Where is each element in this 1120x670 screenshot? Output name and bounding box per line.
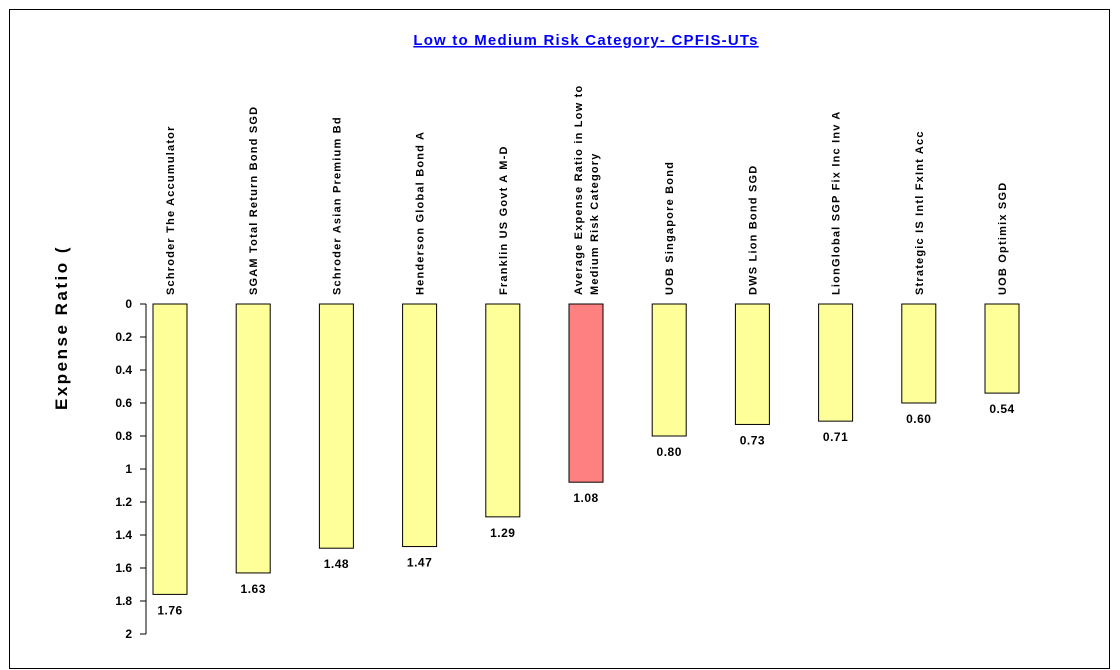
y-axis-label: Expense Ratio ( — [52, 245, 71, 410]
category-label: Henderson Global Bond A — [415, 131, 427, 295]
y-tick-label: 1.4 — [115, 528, 132, 542]
y-axis: 0 0.2 0.4 0.6 0.8 1 1.2 1.4 1.6 1.8 2 — [115, 297, 147, 641]
bar — [152, 303, 188, 595]
category-label: Average Expense Ratio in Low to — [573, 85, 585, 295]
data-label: 1.08 — [573, 491, 598, 505]
category-label: Medium Risk Category — [589, 152, 601, 295]
bar — [485, 303, 521, 518]
category-labels: Schroder The Accumulator SGAM Total Retur… — [165, 85, 1009, 295]
data-label: 0.80 — [657, 445, 682, 459]
bar — [235, 303, 271, 574]
y-tick-label: 1.8 — [115, 594, 132, 608]
data-label: 1.48 — [324, 557, 349, 571]
y-tick-label: 1 — [125, 462, 132, 476]
category-label: Schroder Asian Premium Bd — [331, 116, 343, 295]
data-label: 0.54 — [989, 402, 1014, 416]
y-tick-label: 0.4 — [115, 363, 132, 377]
category-label: Franklin US Govt A M-D — [498, 145, 510, 295]
y-tick-label: 1.2 — [115, 495, 132, 509]
chart-title: Low to Medium Risk Category- CPFIS-UTs — [413, 32, 758, 49]
category-label: LionGlobal SGP Fix Inc Inv A — [831, 110, 843, 295]
category-label: Schroder The Accumulator — [165, 125, 177, 295]
y-tick-label: 2 — [125, 627, 132, 641]
bar — [318, 303, 354, 549]
category-label: Strategic IS Intl FxInt Acc — [914, 130, 926, 295]
category-label: UOB Optimix SGD — [997, 182, 1009, 295]
y-tick-label: 0.6 — [115, 396, 132, 410]
bar-chart: 0 0.2 0.4 0.6 0.8 1 1.2 1.4 1.6 1.8 2 Schroder The… — [52, 32, 1020, 641]
bar — [818, 303, 854, 422]
y-tick-label: 0 — [125, 297, 132, 311]
y-tick-label: 0.8 — [115, 429, 132, 443]
bar-average — [568, 303, 604, 483]
y-tick-label: 1.6 — [115, 561, 132, 575]
bar — [901, 303, 937, 404]
category-label: DWS Lion Bond SGD — [747, 165, 759, 295]
data-label: 1.47 — [407, 556, 432, 570]
data-label: 1.63 — [241, 582, 266, 596]
category-label: SGAM Total Return Bond SGD — [248, 106, 260, 295]
data-label: 1.76 — [157, 603, 182, 617]
bar — [651, 303, 687, 437]
category-label: UOB Singapore Bond — [664, 161, 676, 295]
bar — [734, 303, 770, 425]
y-tick-label: 0.2 — [115, 330, 132, 344]
data-label: 0.73 — [740, 433, 765, 447]
data-label: 1.29 — [490, 526, 515, 540]
bar — [984, 303, 1020, 394]
data-labels: 1.76 1.63 1.48 1.47 1.29 1.08 0.80 0.73 0.71 0.60… — [157, 402, 1014, 617]
data-label: 0.60 — [906, 412, 931, 426]
data-label: 0.71 — [823, 430, 848, 444]
bar — [402, 303, 438, 548]
chart-frame: 0 0.2 0.4 0.6 0.8 1 1.2 1.4 1.6 1.8 2 Schroder The… — [9, 9, 1110, 669]
bars-layer — [152, 303, 1020, 595]
